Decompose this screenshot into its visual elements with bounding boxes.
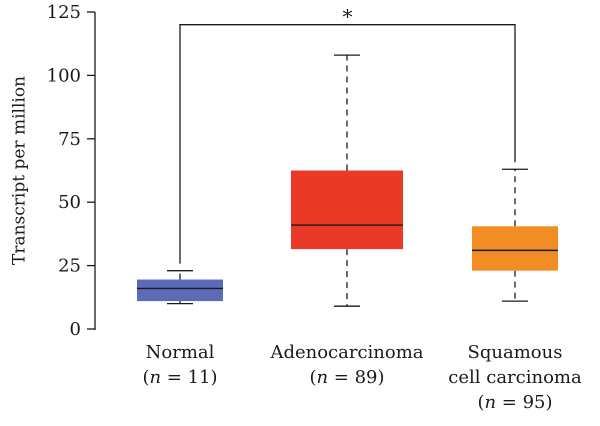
significance-label: * <box>343 5 353 29</box>
sample-size-label: (n = 89) <box>309 367 384 388</box>
n-value: = 89) <box>328 367 384 388</box>
y-tick-label-0: 0 <box>70 319 81 340</box>
y-tick-label-100: 100 <box>47 65 81 86</box>
category-name-line: Adenocarcinoma <box>269 342 423 363</box>
category-labels: Normal (n = 11) Adenocarcinoma (n = 89) Squa… <box>142 342 582 413</box>
significance-bracket: * <box>179 5 516 264</box>
sample-size-label: (n = 11) <box>142 367 217 388</box>
category-name-line: cell carcinoma <box>448 367 582 388</box>
n-value: = 95) <box>496 392 552 413</box>
significance-bracket-line <box>179 24 516 264</box>
n-symbol: n <box>149 367 161 388</box>
y-axis-ticks: 0 25 50 75 100 125 <box>47 2 95 340</box>
n-symbol: n <box>316 367 328 388</box>
iqr-box <box>137 279 223 302</box>
box-1 <box>291 54 403 307</box>
category-label-1: Adenocarcinoma (n = 89) <box>269 342 423 388</box>
box-2 <box>472 168 558 302</box>
n-value: = 11) <box>161 367 217 388</box>
iqr-box <box>472 226 558 271</box>
y-axis-title: Transcript per million <box>10 76 30 265</box>
category-name-line: Squamous <box>468 342 563 363</box>
y-tick-label-50: 50 <box>58 192 81 213</box>
y-tick-label-125: 125 <box>47 2 81 23</box>
y-tick-label-25: 25 <box>58 256 81 277</box>
y-tick-label-75: 75 <box>58 129 81 150</box>
iqr-box <box>291 170 403 250</box>
category-label-2: Squamous cell carcinoma (n = 95) <box>448 342 582 413</box>
category-name-line: Normal <box>146 342 215 363</box>
n-symbol: n <box>484 392 496 413</box>
sample-size-label: (n = 95) <box>477 392 552 413</box>
box-series <box>137 54 558 307</box>
category-label-0: Normal (n = 11) <box>142 342 217 388</box>
box-0 <box>137 270 223 305</box>
